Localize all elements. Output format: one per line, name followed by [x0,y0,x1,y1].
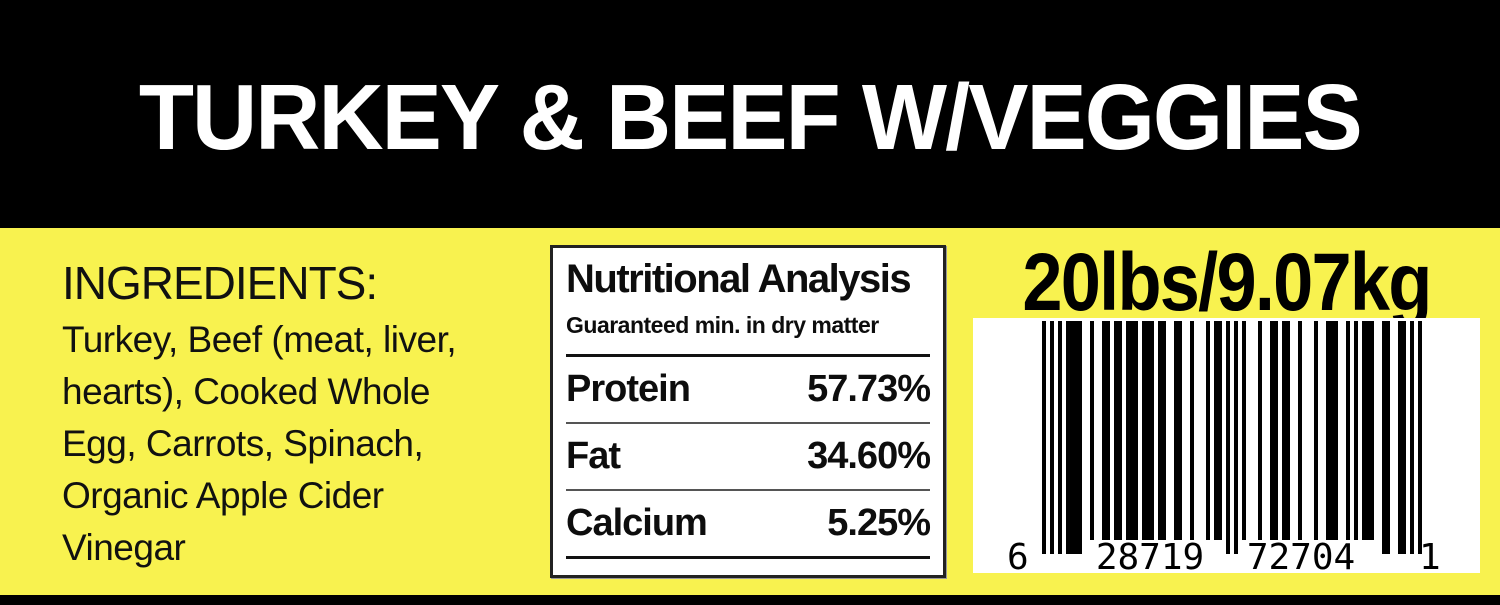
header-band: TURKEY & BEEF W/VEGGIES [0,0,1500,228]
nutrition-subtitle: Guaranteed min. in dry matter [566,312,879,338]
ingredients-line: hearts), Cooked Whole [62,371,430,412]
divider-top [566,354,930,357]
nutrition-row-fat: Fat 34.60% [566,422,931,489]
barcode-bar [1398,321,1406,554]
nutrient-value: 57.73% [807,368,931,410]
nutrient-label: Fat [566,435,621,477]
barcode-bar [1226,321,1230,554]
barcode-bar [1058,321,1062,554]
nutrition-title: Nutritional Analysis [566,257,912,301]
ingredients-heading: INGREDIENTS: [62,257,378,309]
bottom-border-strip [0,595,1500,605]
ingredients-line: Vinegar [62,527,186,568]
nutrient-value: 34.60% [807,435,931,477]
barcode-bar [1090,321,1094,540]
ingredients-line: Turkey, Beef (meat, liver, [62,319,457,360]
nutrient-value: 5.25% [827,502,931,544]
ingredients-section: INGREDIENTS: Turkey, Beef (meat, liver, … [62,258,540,574]
ingredients-line: Egg, Carrots, Spinach, [62,423,424,464]
barcode-bar [1326,321,1338,540]
barcode-bar [1258,321,1262,540]
barcode-bar [1206,321,1210,540]
barcode-bar [1158,321,1166,540]
barcode-bar [1354,321,1358,540]
barcode-bar [1418,321,1422,554]
barcode-bars [1042,321,1422,554]
barcode-bar [1314,321,1318,540]
ingredients-line: Organic Apple Cider [62,475,384,516]
barcode-digit-group: 72704 [1246,537,1356,578]
barcode-bar [1270,321,1278,540]
barcode-bar [1346,321,1350,540]
barcode-bar [1282,321,1290,540]
weight-text: 20lbs/9.07kg [1022,237,1432,328]
barcode-digit-group: 28719 [1095,537,1205,578]
barcode-bar [1066,321,1082,554]
barcode-bar [1298,321,1302,540]
barcode: 6 28719 72704 1 [973,318,1480,578]
barcode-bar [1362,321,1374,540]
barcode-digit-group: 1 [1419,537,1441,578]
barcode-bar [1174,321,1182,540]
barcode-bar [1102,321,1110,540]
divider-bottom [566,556,930,559]
barcode-bar [1410,321,1414,554]
barcode-bar [1242,321,1246,540]
barcode-bar [1190,321,1194,540]
nutrition-row-calcium: Calcium 5.25% [566,489,931,556]
product-title: TURKEY & BEEF W/VEGGIES [139,64,1363,169]
barcode-bar [1042,321,1046,554]
barcode-bar [1214,321,1222,540]
nutrient-label: Protein [566,368,691,410]
barcode-bar [1234,321,1238,554]
nutrition-analysis-box: Nutritional Analysis Guaranteed min. in … [550,245,946,578]
barcode-bar [1114,321,1122,540]
barcode-bar [1142,321,1154,540]
barcode-bar [1126,321,1138,540]
barcode-bar [1050,321,1054,554]
nutrition-table: Protein 57.73% Fat 34.60% Calcium 5.25% [566,354,931,559]
nutrient-label: Calcium [566,502,708,544]
nutrition-row-protein: Protein 57.73% [566,357,931,422]
barcode-bar [1382,321,1390,554]
barcode-digit-group: 6 [1007,537,1029,578]
